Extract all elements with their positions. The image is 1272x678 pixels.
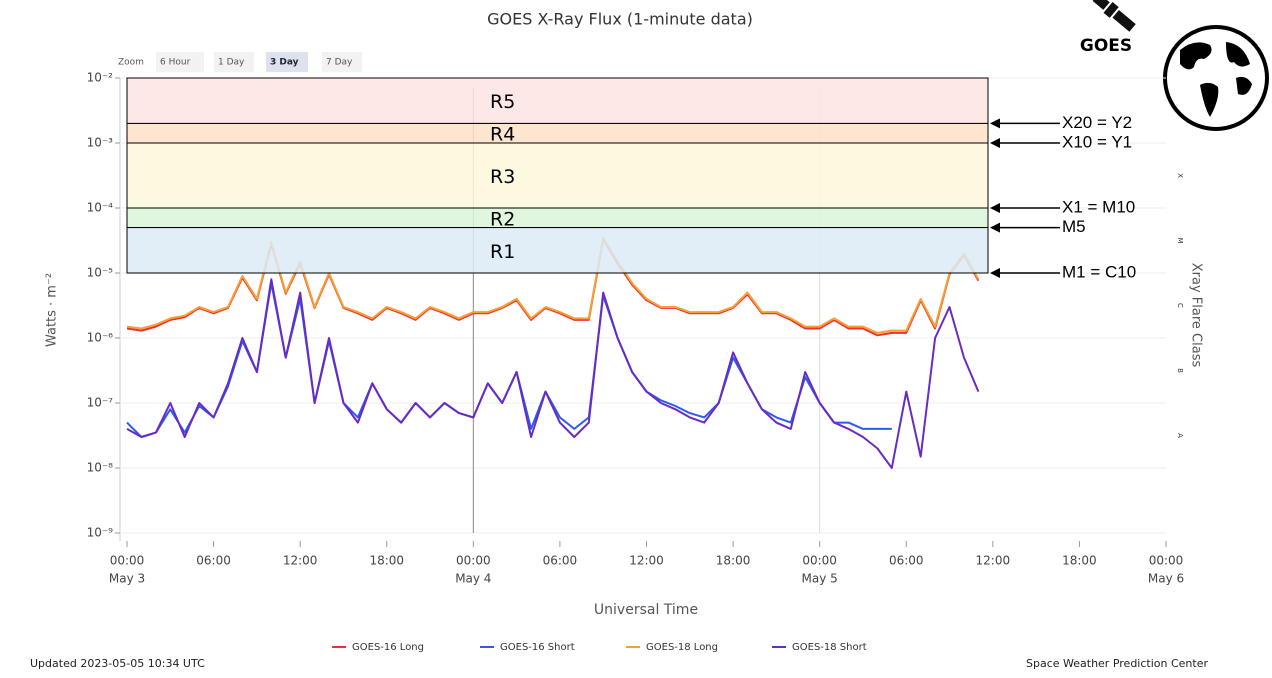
- x-tick-label: 00:00: [1149, 554, 1184, 568]
- x-tick-label: 18:00: [1062, 554, 1097, 568]
- x-date-label: May 5: [802, 572, 838, 586]
- band-label: R5: [490, 91, 515, 113]
- x-tick-label: 12:00: [629, 554, 664, 568]
- satellite-icon: [1092, 0, 1136, 32]
- x-tick-label: 18:00: [369, 554, 404, 568]
- band: [126, 77, 989, 124]
- flare-class-label: B: [1176, 368, 1184, 373]
- x-tick-label: 12:00: [976, 554, 1011, 568]
- y-tick-label: 10⁻⁹: [87, 526, 114, 540]
- legend-label: GOES-18 Short: [792, 642, 867, 653]
- y-tick-label: 10⁻³: [87, 136, 114, 150]
- logo: GOES: [1080, 0, 1269, 131]
- y-tick-label: 10⁻²: [87, 71, 114, 85]
- credit-text: Space Weather Prediction Center: [1026, 657, 1208, 670]
- flare-class-label: X: [1176, 173, 1184, 178]
- zoom-button[interactable]: [266, 52, 308, 72]
- band: [126, 142, 989, 209]
- flare-class-label: A: [1176, 433, 1184, 438]
- zoom-button-label[interactable]: 6 Hour: [160, 58, 191, 68]
- y-axis-label: Watts · m⁻²: [45, 273, 60, 347]
- zoom-button-label[interactable]: 3 Day: [270, 58, 299, 68]
- annotation-label: X20 = Y2: [1062, 113, 1132, 132]
- y-tick-label: 10⁻⁵: [87, 266, 114, 280]
- y-tick-label: 10⁻⁶: [87, 331, 114, 345]
- y-tick-label: 10⁻⁴: [87, 201, 114, 215]
- series-line: [126, 278, 980, 469]
- chart-title: GOES X-Ray Flux (1-minute data): [487, 10, 753, 29]
- arrow-head: [990, 203, 1000, 213]
- band: [126, 227, 989, 274]
- flare-class-label: M: [1176, 237, 1184, 243]
- x-tick-label: 00:00: [456, 554, 491, 568]
- x-date-label: May 4: [455, 572, 491, 586]
- zoom-button[interactable]: [156, 52, 204, 72]
- x-tick-label: 06:00: [196, 554, 231, 568]
- arrow-head: [990, 118, 1000, 129]
- y-tick-label: 10⁻⁷: [87, 396, 114, 410]
- x-axis-label: Universal Time: [594, 602, 698, 618]
- legend-label: GOES-16 Short: [500, 642, 575, 653]
- band-label: R3: [490, 166, 515, 188]
- annotation-label: M5: [1062, 217, 1086, 236]
- flare-class-label: C: [1176, 303, 1184, 308]
- y-tick-label: 10⁻⁸: [87, 461, 114, 475]
- arrow-head: [990, 268, 1000, 278]
- band: [126, 122, 989, 144]
- band-label: R4: [490, 124, 515, 146]
- globe-icon: [1163, 25, 1269, 131]
- series-line: [126, 282, 892, 438]
- x-date-label: May 6: [1148, 572, 1184, 586]
- annotation-label: X1 = M10: [1062, 197, 1135, 216]
- band: [126, 207, 989, 229]
- band-label: R2: [490, 208, 515, 230]
- x-tick-label: 12:00: [283, 554, 318, 568]
- band-label: R1: [490, 241, 515, 263]
- annotation-label: X10 = Y1: [1062, 132, 1132, 151]
- x-date-label: May 3: [109, 572, 145, 586]
- x-tick-label: 06:00: [889, 554, 924, 568]
- x-tick-label: 06:00: [543, 554, 578, 568]
- continents: [1180, 42, 1252, 117]
- zoom-button[interactable]: [322, 52, 362, 72]
- logo-text: GOES: [1080, 36, 1132, 56]
- zoom-button-label[interactable]: 1 Day: [218, 58, 245, 68]
- x-tick-label: 18:00: [716, 554, 751, 568]
- updated-text: Updated 2023-05-05 10:34 UTC: [30, 657, 205, 670]
- zoom-button-label[interactable]: 7 Day: [326, 58, 353, 68]
- zoom-button[interactable]: [214, 52, 254, 72]
- zoom-label: Zoom: [118, 58, 144, 68]
- legend-label: GOES-16 Long: [352, 642, 424, 653]
- x-tick-label: 00:00: [802, 554, 837, 568]
- arrow-head: [990, 222, 1000, 233]
- arrow-head: [990, 138, 1000, 148]
- y2-axis-label: Xray Flare Class: [1189, 263, 1204, 368]
- annotation-label: M1 = C10: [1062, 262, 1136, 281]
- x-tick-label: 00:00: [110, 554, 145, 568]
- legend-label: GOES-18 Long: [646, 642, 718, 653]
